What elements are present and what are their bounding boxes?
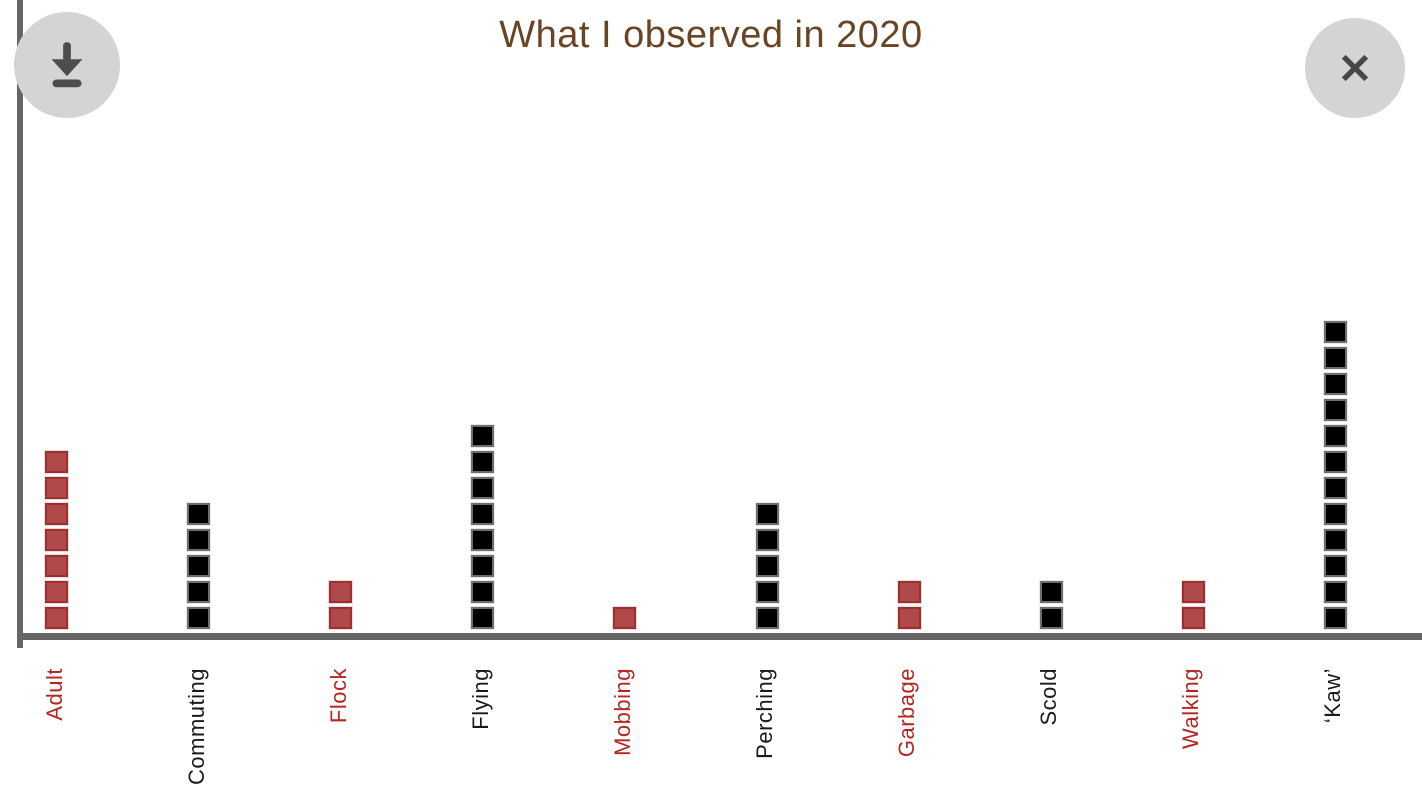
unit-square (44, 580, 69, 604)
unit-square (1322, 372, 1348, 396)
x-axis-label: Mobbing (609, 668, 635, 756)
unit-square (1322, 424, 1348, 448)
x-axis-label: ‘Kaw’ (1320, 668, 1346, 724)
unit-square (186, 554, 212, 578)
unit-square (1322, 346, 1348, 370)
x-axis-label: Flock (325, 668, 351, 724)
y-axis-line (17, 0, 23, 648)
bar-column (328, 580, 354, 630)
unit-square (1038, 580, 1064, 604)
bar-column (470, 424, 496, 630)
download-button[interactable] (14, 12, 120, 118)
x-axis-label: Commuting (183, 668, 209, 785)
unit-square (470, 580, 496, 604)
bar-column (1038, 580, 1064, 630)
unit-square (186, 528, 212, 552)
unit-square (754, 606, 780, 630)
unit-square (896, 580, 922, 604)
unit-square (1322, 528, 1348, 552)
unit-square (1180, 580, 1206, 604)
unit-square (470, 502, 496, 526)
x-axis-line (17, 633, 1422, 640)
unit-square (754, 502, 780, 526)
x-axis-label: Flying (467, 668, 493, 730)
x-axis-label: Garbage (894, 668, 920, 758)
unit-square (44, 476, 69, 500)
unit-square (470, 450, 496, 474)
x-axis-label: Adult (41, 668, 67, 721)
unit-square (328, 580, 354, 604)
unit-square (1322, 398, 1348, 422)
unit-square (612, 606, 638, 630)
unit-square (896, 606, 922, 630)
x-axis-label: Perching (752, 668, 777, 759)
unit-square (470, 528, 496, 552)
unit-square (44, 450, 69, 474)
close-x-icon (1328, 41, 1382, 95)
unit-square (1322, 502, 1348, 526)
close-button[interactable] (1305, 18, 1405, 118)
unit-square (470, 476, 496, 500)
unit-square (754, 554, 780, 578)
bar-column (754, 502, 780, 630)
unit-square (1322, 554, 1348, 578)
unit-square (1322, 476, 1348, 500)
unit-square (1322, 580, 1348, 604)
unit-square (1322, 450, 1348, 474)
unit-square (186, 580, 212, 604)
unit-square (470, 424, 496, 448)
chart-title: What I observed in 2020 (499, 14, 923, 56)
unit-square (754, 580, 780, 604)
unit-square (44, 606, 69, 630)
unit-square (44, 502, 69, 526)
unit-square (1322, 320, 1348, 344)
unit-square (44, 554, 69, 578)
unit-square (1038, 606, 1064, 630)
bar-column (612, 606, 638, 630)
x-axis-label: Walking (1178, 668, 1204, 749)
unit-square (470, 554, 496, 578)
unit-square (1322, 606, 1348, 630)
x-axis-label: Scold (1036, 668, 1062, 726)
unit-square (328, 606, 354, 630)
unit-square (1180, 606, 1206, 630)
unit-square (44, 528, 69, 552)
unit-square (186, 606, 212, 630)
bar-column (44, 450, 69, 630)
download-arrow-icon (38, 36, 96, 94)
bar-column (896, 580, 922, 630)
unit-square (754, 528, 780, 552)
bar-column (186, 502, 212, 630)
unit-square (470, 606, 496, 630)
bar-column (1322, 320, 1348, 630)
unit-square (186, 502, 212, 526)
bar-column (1180, 580, 1206, 630)
